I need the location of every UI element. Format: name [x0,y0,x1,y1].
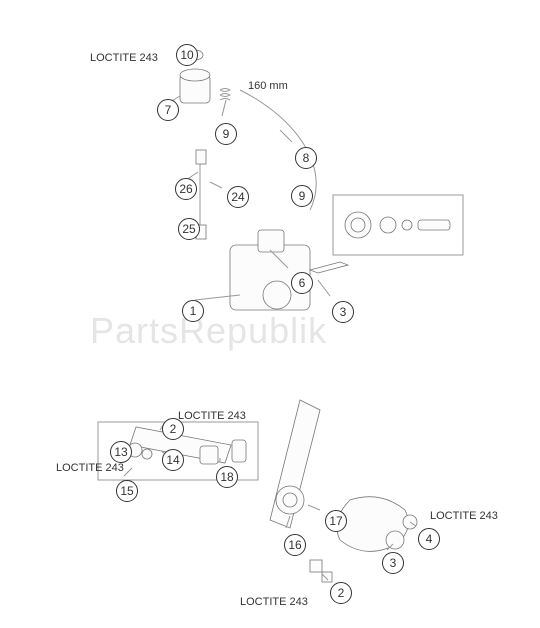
callout-9a: 9 [215,123,237,145]
label-loctite-mid: LOCTITE 243 [178,410,246,422]
callout-15: 15 [116,480,138,502]
label-160mm: 160 mm [248,80,288,92]
callout-label: 2 [330,582,352,604]
callout-label: 10 [176,44,198,66]
callout-6: 6 [291,272,313,294]
label-loctite-left: LOCTITE 243 [56,462,124,474]
callout-label: 9 [291,185,313,207]
callout-label: 15 [116,480,138,502]
callout-3b: 3 [382,552,404,574]
callout-label: 3 [332,301,354,323]
callout-14: 14 [162,449,184,471]
callout-label: 1 [182,300,204,322]
label-loctite-bottom: LOCTITE 243 [240,596,308,608]
callout-label: 8 [295,147,317,169]
callout-7: 7 [157,99,179,121]
callout-label: 14 [162,449,184,471]
callout-label: 18 [216,466,238,488]
callout-label: 9 [215,123,237,145]
callout-label: 17 [325,510,347,532]
callout-4: 4 [418,528,440,550]
callout-label: 4 [418,528,440,550]
callout-10: 10 [176,44,198,66]
callout-label: 24 [227,186,249,208]
callout-18: 18 [216,466,238,488]
callout-17: 17 [325,510,347,532]
callout-label: 25 [178,218,200,240]
callout-2b: 2 [330,582,352,604]
callout-13: 13 [110,441,132,463]
callout-label: 26 [175,178,197,200]
label-loctite-top: LOCTITE 243 [90,52,158,64]
callout-1: 1 [182,300,204,322]
callout-3a: 3 [332,301,354,323]
callout-label: 16 [284,534,306,556]
callout-8: 8 [295,147,317,169]
callout-25: 25 [178,218,200,240]
callout-16: 16 [284,534,306,556]
callout-label: 7 [157,99,179,121]
callout-9b: 9 [291,185,313,207]
callout-24: 24 [227,186,249,208]
callout-label: 6 [291,272,313,294]
label-loctite-right: LOCTITE 243 [430,510,498,522]
callout-label: 13 [110,441,132,463]
exploded-drawing [0,0,540,628]
callout-label: 3 [382,552,404,574]
callout-26: 26 [175,178,197,200]
